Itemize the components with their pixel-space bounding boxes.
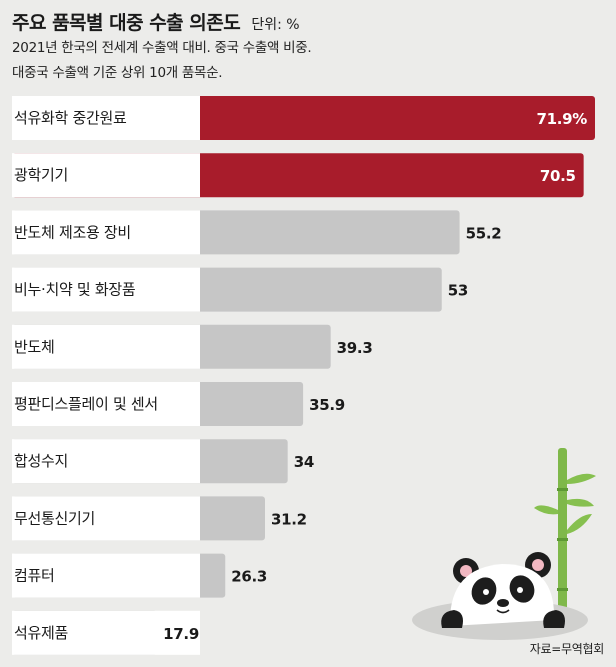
category-label-background: [12, 553, 200, 598]
category-label: 평판디스플레이 및 센서: [14, 395, 158, 413]
chart-subtitle-line-1: 2021년 한국의 전세계 수출액 대비. 중국 수출액 비중.: [12, 40, 312, 56]
value-label: 53: [448, 282, 468, 300]
category-label-background: [12, 324, 200, 369]
category-label: 합성수지: [14, 452, 68, 470]
category-label: 무선통신기기: [14, 509, 95, 527]
value-label: 39.3: [337, 339, 373, 357]
category-label-background: [12, 210, 200, 255]
value-label: 55.2: [466, 224, 502, 242]
chart-header: 주요 품목별 대중 수출 의존도 단위: % 2021년 한국의 전세계 수출액…: [12, 8, 608, 85]
category-label-background: [12, 267, 200, 312]
value-label: 34: [294, 453, 314, 471]
value-label: 31.2: [271, 510, 307, 528]
category-label: 컴퓨터: [14, 567, 55, 585]
category-label-background: [12, 496, 200, 541]
title-line: 주요 품목별 대중 수출 의존도 단위: %: [12, 8, 608, 35]
category-label: 석유제품: [14, 624, 68, 642]
category-label: 광학기기: [14, 166, 68, 184]
category-label-background: [12, 382, 200, 426]
category-label-background: [12, 439, 200, 484]
value-label: 35.9: [309, 396, 345, 414]
category-label-background: [12, 153, 200, 198]
panda-icon: [441, 552, 565, 628]
panda-illustration: [412, 448, 596, 640]
unit-label: 단위: %: [251, 17, 300, 33]
category-label: 반도체: [14, 338, 55, 356]
category-label-background: [12, 610, 200, 655]
category-label: 반도체 제조용 장비: [14, 223, 131, 241]
chart-title: 주요 품목별 대중 수출 의존도: [12, 12, 241, 34]
value-label: 71.9%: [536, 110, 587, 128]
category-label: 비누·치약 및 화장품: [14, 281, 135, 299]
bamboo-icon: [534, 448, 596, 628]
value-label: 26.3: [231, 568, 267, 586]
category-label-background: [12, 96, 200, 140]
source-note: 자료=무역협회: [529, 642, 605, 656]
value-label: 70.5: [540, 167, 576, 185]
value-label: 17.9: [163, 625, 199, 643]
category-label: 석유화학 중간원료: [14, 109, 127, 127]
chart-subtitle-line-2: 대중국 수출액 기준 상위 10개 품목순.: [12, 65, 223, 81]
